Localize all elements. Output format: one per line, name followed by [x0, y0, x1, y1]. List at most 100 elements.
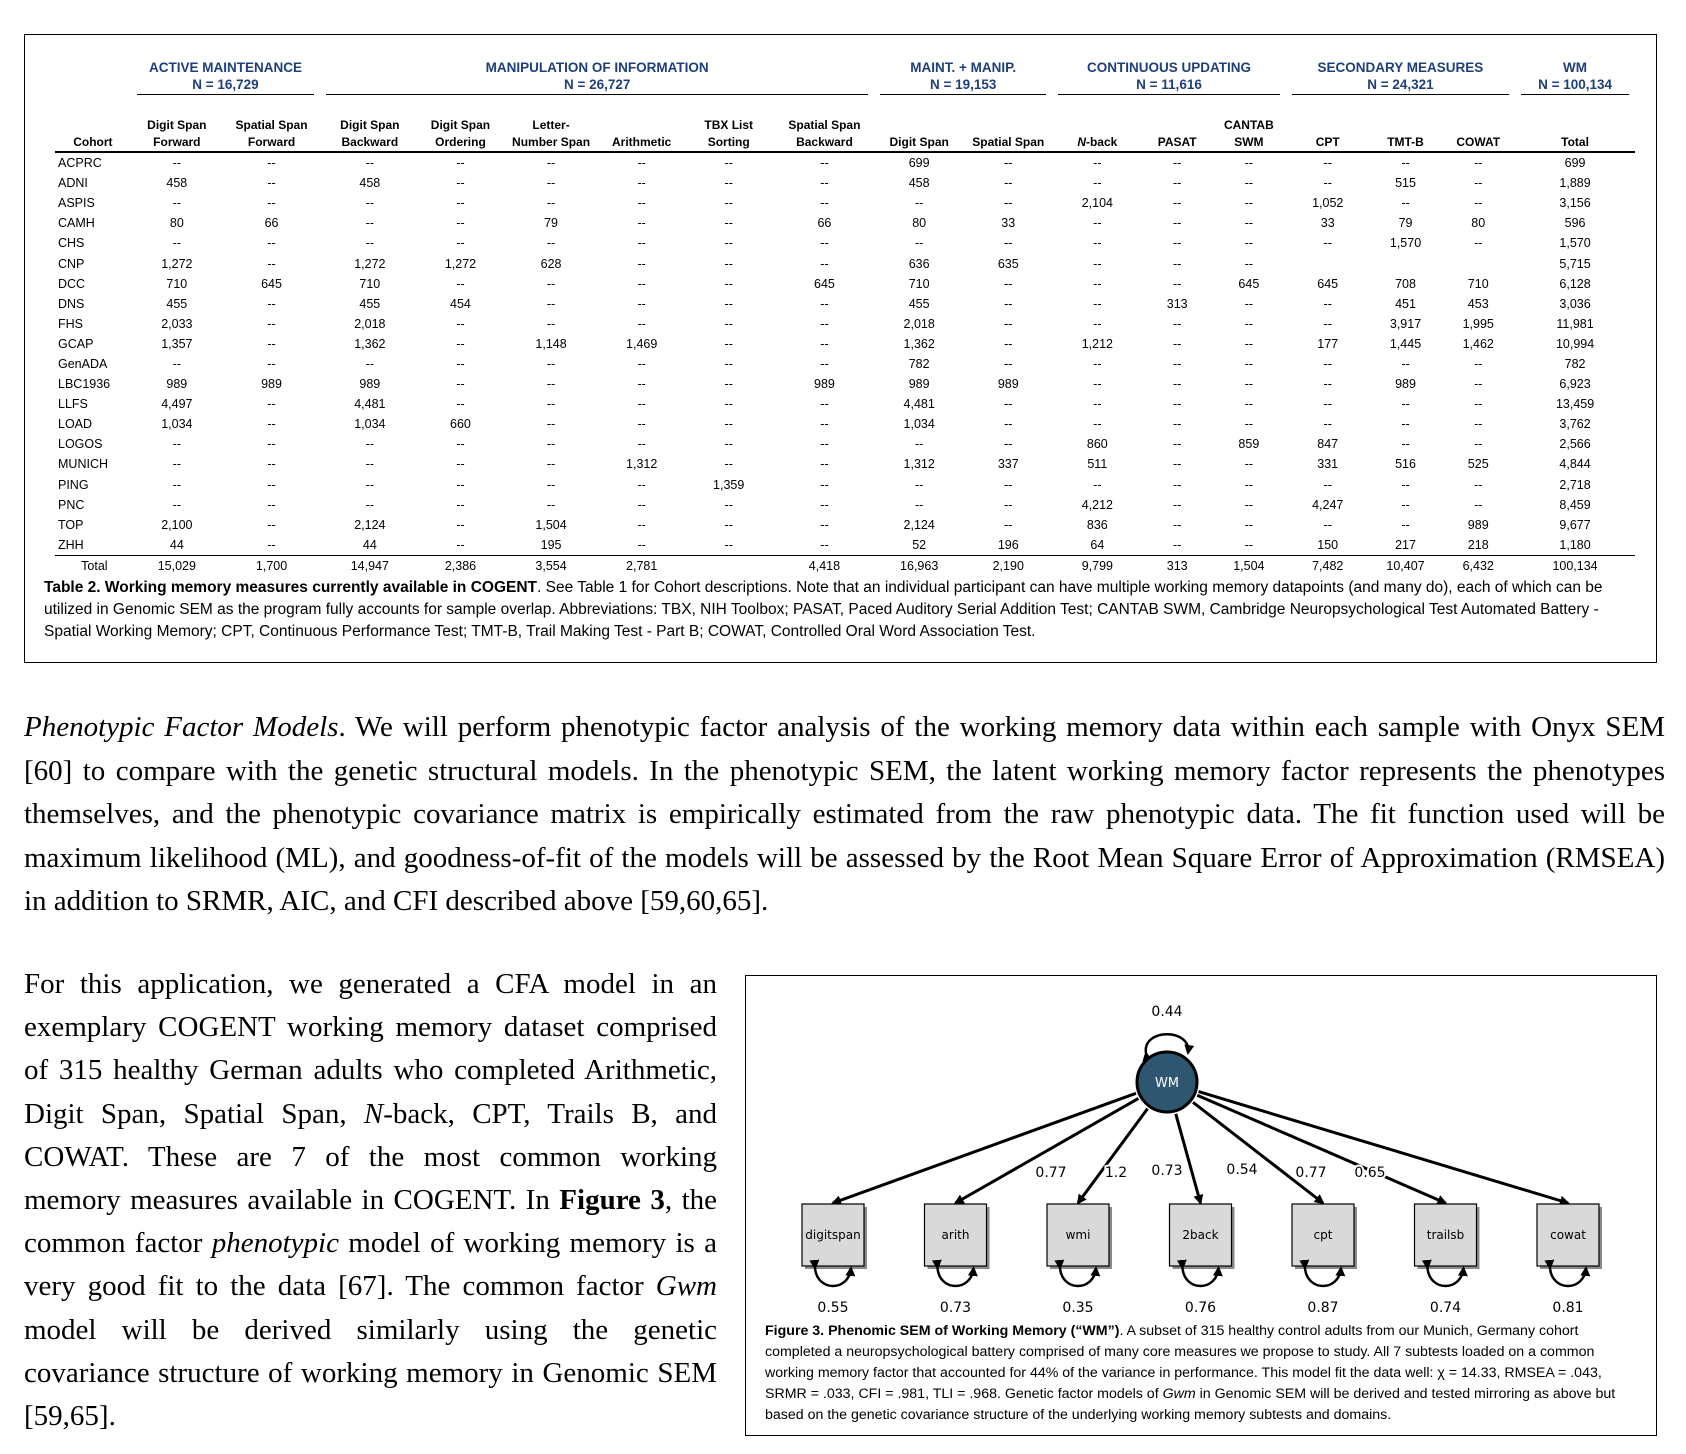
table-cell: -- — [1004, 316, 1013, 331]
table-cell: -- — [1244, 336, 1254, 351]
table-cell: -- — [820, 176, 829, 191]
table-row: TOP 2,100 -- 2,124 -- 1,504 -- -- -- 2,124 -- 836 --… — [55, 515, 1635, 535]
cohort-cell: CAMH — [58, 216, 95, 231]
cohort-cell: FHS — [58, 316, 83, 331]
table-cell: 2,100 — [161, 517, 193, 532]
table-cell: 1,700 — [222, 554, 321, 576]
table-cell: 2,018 — [354, 316, 386, 331]
table-cell: 100,134 — [1515, 554, 1635, 576]
column-header: N-back — [1052, 113, 1143, 153]
paragraph-text: , the common factor — [24, 1184, 717, 1260]
table-cell: -- — [1474, 196, 1483, 211]
cohort-cell: MUNICH — [58, 457, 108, 472]
table-cell: -- — [546, 356, 556, 371]
cohort-cell: ADNI — [58, 176, 88, 191]
table-cell: 10,994 — [1555, 336, 1595, 351]
figure-caption-title: Figure 3. Phenomic SEM of Working Memory… — [765, 1323, 1120, 1339]
table-cell: -- — [1173, 156, 1182, 171]
table-cell: -- — [1474, 477, 1483, 492]
table-cell: 989 — [261, 377, 282, 392]
loading-arrow — [1174, 1113, 1204, 1205]
table-cell: -- — [637, 256, 646, 271]
table-cell: -- — [637, 437, 646, 452]
cohort-cell: LLFS — [58, 397, 88, 412]
table-cell: -- — [637, 176, 646, 191]
table-cell: -- — [1474, 397, 1483, 412]
paragraph-phenotypic-factor-models: Phenotypic Factor Models. We will perfor… — [24, 706, 1665, 924]
table-cell: 455 — [359, 296, 381, 311]
table-cell: -- — [1244, 517, 1254, 532]
table-cell: -- — [724, 356, 733, 371]
table-cell: 836 — [1086, 517, 1108, 532]
loading-arrow — [1076, 1107, 1149, 1205]
table-cell: -- — [267, 477, 276, 492]
loading-arrow — [1196, 1093, 1448, 1205]
table-cell: -- — [365, 477, 374, 492]
table-cell: -- — [546, 497, 556, 512]
table-cell: -- — [1093, 377, 1102, 392]
table-cell: 1,445 — [1389, 336, 1422, 351]
table-cell: -- — [456, 176, 465, 191]
table-cell: -- — [172, 356, 181, 371]
table-cell: -- — [820, 296, 829, 311]
table-cell: 989 — [359, 377, 381, 392]
table-cell: -- — [637, 276, 646, 291]
table-cell: 454 — [450, 296, 471, 311]
table-cell: -- — [1323, 417, 1332, 432]
table-cell: 177 — [1317, 336, 1339, 351]
column-header: Digit Span Forward — [130, 113, 223, 153]
table-cell: 635 — [997, 256, 1019, 271]
table-cell: -- — [1004, 276, 1013, 291]
table-cell: -- — [724, 256, 733, 271]
indicator-label: trailsb — [1427, 1228, 1465, 1242]
column-header: COWAT — [1441, 113, 1516, 153]
table-cell: -- — [1173, 417, 1182, 432]
residual-variance-arrow — [1176, 1259, 1223, 1288]
residual-variance-arrow — [931, 1259, 978, 1288]
table-cell: -- — [820, 437, 829, 452]
loading-label: 0.73 — [1151, 1163, 1182, 1179]
table-cell: -- — [1093, 156, 1102, 171]
table-row: ZHH 44 -- 44 -- 195 -- -- -- 52 196 64 -- -- 150 217 218… — [55, 535, 1635, 556]
table-cell: -- — [1401, 437, 1410, 452]
paragraph-text: model will be derived similarly using th… — [24, 1313, 717, 1433]
table-cell: -- — [1323, 517, 1332, 532]
table-cell: -- — [267, 176, 276, 191]
table-cell: -- — [456, 477, 465, 492]
residual-variance-arrow — [1544, 1259, 1591, 1288]
group-n-row: N = 16,729 N = 26,727 N = 19,153 N = 11,… — [55, 75, 1635, 97]
table-cell: 1,312 — [626, 457, 658, 472]
loading-arrow — [831, 1091, 1137, 1205]
table-cell: -- — [1173, 477, 1182, 492]
table-cell: -- — [1244, 296, 1254, 311]
column-header-row: Cohort Digit Span Forward Spatial Span Forwa… — [55, 113, 1635, 153]
column-header: Digit Span — [874, 113, 965, 153]
table-cell: 337 — [997, 457, 1019, 472]
table-row: GCAP 1,357 -- 1,362 -- 1,148 1,469 -- -- 1,362 -- 1… — [55, 334, 1635, 354]
paragraph-text: -back, CPT, Trails B, and COWAT. These a… — [24, 1097, 717, 1217]
group-n: N = 16,729 — [136, 77, 315, 95]
table-cell: -- — [1244, 537, 1254, 552]
table-cell: -- — [267, 156, 276, 171]
table-cell: -- — [365, 216, 374, 231]
group-name: MAINT. + MANIP. — [910, 60, 1017, 75]
residual-variance-label: 0.81 — [1552, 1300, 1583, 1316]
table-cell: -- — [1173, 517, 1182, 532]
table-cell: -- — [267, 437, 276, 452]
table-cell: -- — [1244, 397, 1254, 412]
table-cell: 1,272 — [354, 256, 386, 271]
table-cell: -- — [267, 316, 276, 331]
table-cell: 6,923 — [1559, 377, 1591, 392]
table-cell: 6,432 — [1441, 554, 1516, 576]
table-cell: -- — [456, 437, 465, 452]
table-cell: -- — [1173, 196, 1182, 211]
table-cell: 451 — [1395, 296, 1416, 311]
residual-variance-arrow — [1421, 1259, 1468, 1288]
table-cell: 989 — [1395, 377, 1416, 392]
table-cell: -- — [1244, 176, 1254, 191]
table-cell: 2,018 — [903, 316, 935, 331]
table-cell: 1,504 — [1211, 554, 1286, 576]
table-cell: -- — [1173, 316, 1182, 331]
cohort-cell: LOGOS — [58, 437, 103, 452]
table-row: FHS 2,033 -- 2,018 -- -- -- -- -- 2,018 -- -- -- -- --… — [55, 314, 1635, 334]
